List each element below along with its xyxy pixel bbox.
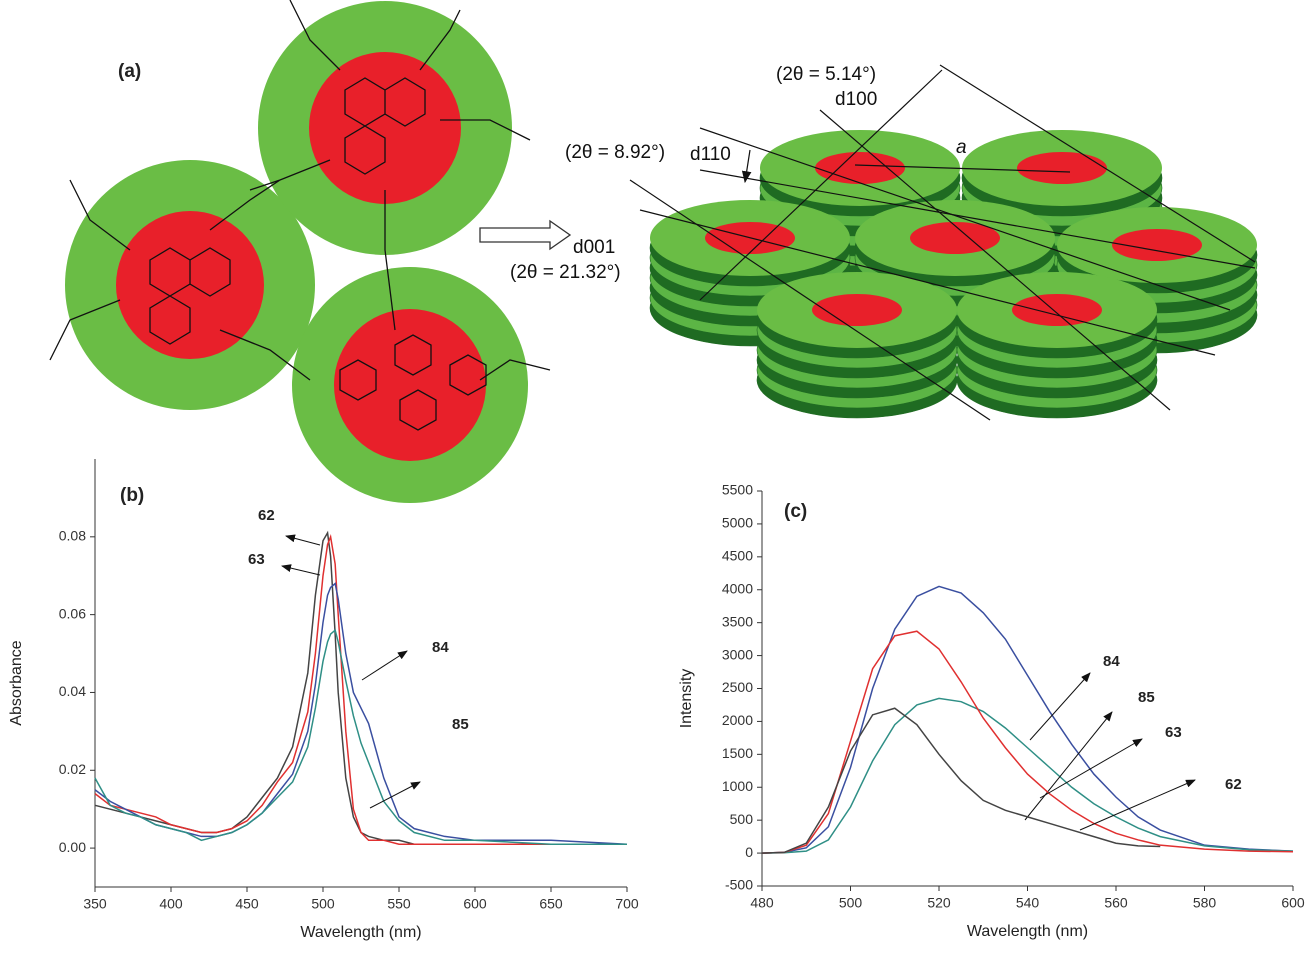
disc-core [815, 152, 905, 184]
series-label: 85 [452, 716, 469, 733]
series-label: 63 [1165, 724, 1182, 741]
x-tick-label: 550 [387, 896, 411, 912]
series-line [94, 530, 627, 845]
y-tick-label: 500 [730, 811, 754, 827]
diagram-text: (2θ = 5.14°) [776, 64, 876, 85]
series-line [94, 534, 627, 845]
x-tick-label: 350 [83, 896, 107, 912]
x-tick-label: 450 [235, 896, 259, 912]
panel-a-columns [649, 130, 1258, 419]
y-tick-label: 1500 [722, 745, 753, 761]
series-label: 84 [432, 639, 449, 656]
annotation-arrow [285, 534, 321, 546]
y-tick-label: 0.06 [59, 605, 86, 621]
y-tick-label: 4000 [722, 580, 753, 596]
series-label: 62 [1225, 776, 1242, 793]
series-line [761, 707, 1161, 854]
y-tick-label: -500 [725, 877, 753, 893]
panel-label: (b) [120, 485, 144, 506]
panel-a-molecules [49, 0, 551, 503]
disc-core [812, 294, 902, 326]
y-tick-label: 0 [745, 844, 753, 860]
series-label: 85 [1138, 689, 1155, 706]
diagram-text: d100 [835, 89, 877, 110]
y-tick-label: 0.02 [59, 761, 86, 777]
x-tick-label: 700 [615, 896, 639, 912]
series-line [761, 585, 1294, 854]
y-tick-label: 0.08 [59, 528, 86, 544]
y-tick-label: 3500 [722, 613, 753, 629]
panel-label: (c) [784, 501, 807, 522]
x-tick-label: 400 [159, 896, 183, 912]
annotation-arrow [361, 650, 408, 681]
y-axis-title: Absorbance [8, 640, 25, 725]
annotation-arrow [1079, 779, 1196, 831]
diagram-text: a [956, 137, 967, 158]
disc-core [1112, 229, 1202, 261]
annotation-arrow [1024, 711, 1113, 821]
x-tick-label: 650 [539, 896, 563, 912]
annotation-arrow [281, 564, 321, 576]
y-tick-label: 4500 [722, 548, 753, 564]
annotation-arrow [1039, 738, 1143, 799]
y-tick-label: 2500 [722, 679, 753, 695]
x-tick-label: 560 [1104, 895, 1128, 911]
y-tick-label: 0.00 [59, 839, 86, 855]
disc-core [1017, 152, 1107, 184]
x-tick-label: 500 [839, 895, 863, 911]
y-tick-label: 0.04 [59, 683, 86, 699]
diagram-text: (2θ = 21.32°) [510, 262, 621, 283]
diagram-text: d110 [690, 144, 731, 165]
lattice-lines [629, 64, 1256, 421]
x-tick-label: 480 [750, 895, 774, 911]
transform-arrow [479, 219, 572, 251]
series-label: 62 [258, 507, 275, 524]
x-axis-title: Wavelength (nm) [300, 924, 421, 941]
annotation-arrow [1029, 672, 1091, 741]
x-tick-label: 600 [1281, 895, 1305, 911]
disc-core [910, 222, 1000, 254]
series-line [761, 697, 1294, 854]
x-tick-label: 580 [1193, 895, 1217, 911]
x-tick-label: 520 [927, 895, 951, 911]
y-tick-label: 1000 [722, 778, 753, 794]
y-tick-label: 3000 [722, 646, 753, 662]
x-axis-title: Wavelength (nm) [967, 923, 1088, 940]
x-tick-label: 500 [311, 896, 335, 912]
y-axis-title: Intensity [678, 669, 695, 729]
x-tick-label: 540 [1016, 895, 1040, 911]
series-label: 63 [248, 551, 265, 568]
y-tick-label: 5500 [722, 482, 753, 498]
panel-label: (a) [118, 61, 141, 82]
series-line [94, 582, 628, 845]
annotation-arrow [369, 781, 421, 809]
series-label: 84 [1103, 653, 1120, 670]
diagram-text: (2θ = 8.92°) [565, 142, 665, 163]
disc-core [1012, 294, 1102, 326]
series-line [94, 628, 627, 845]
diagram-text: d001 [573, 237, 615, 258]
y-tick-label: 2000 [722, 712, 753, 728]
y-tick-label: 5000 [722, 515, 753, 531]
x-tick-label: 600 [463, 896, 487, 912]
